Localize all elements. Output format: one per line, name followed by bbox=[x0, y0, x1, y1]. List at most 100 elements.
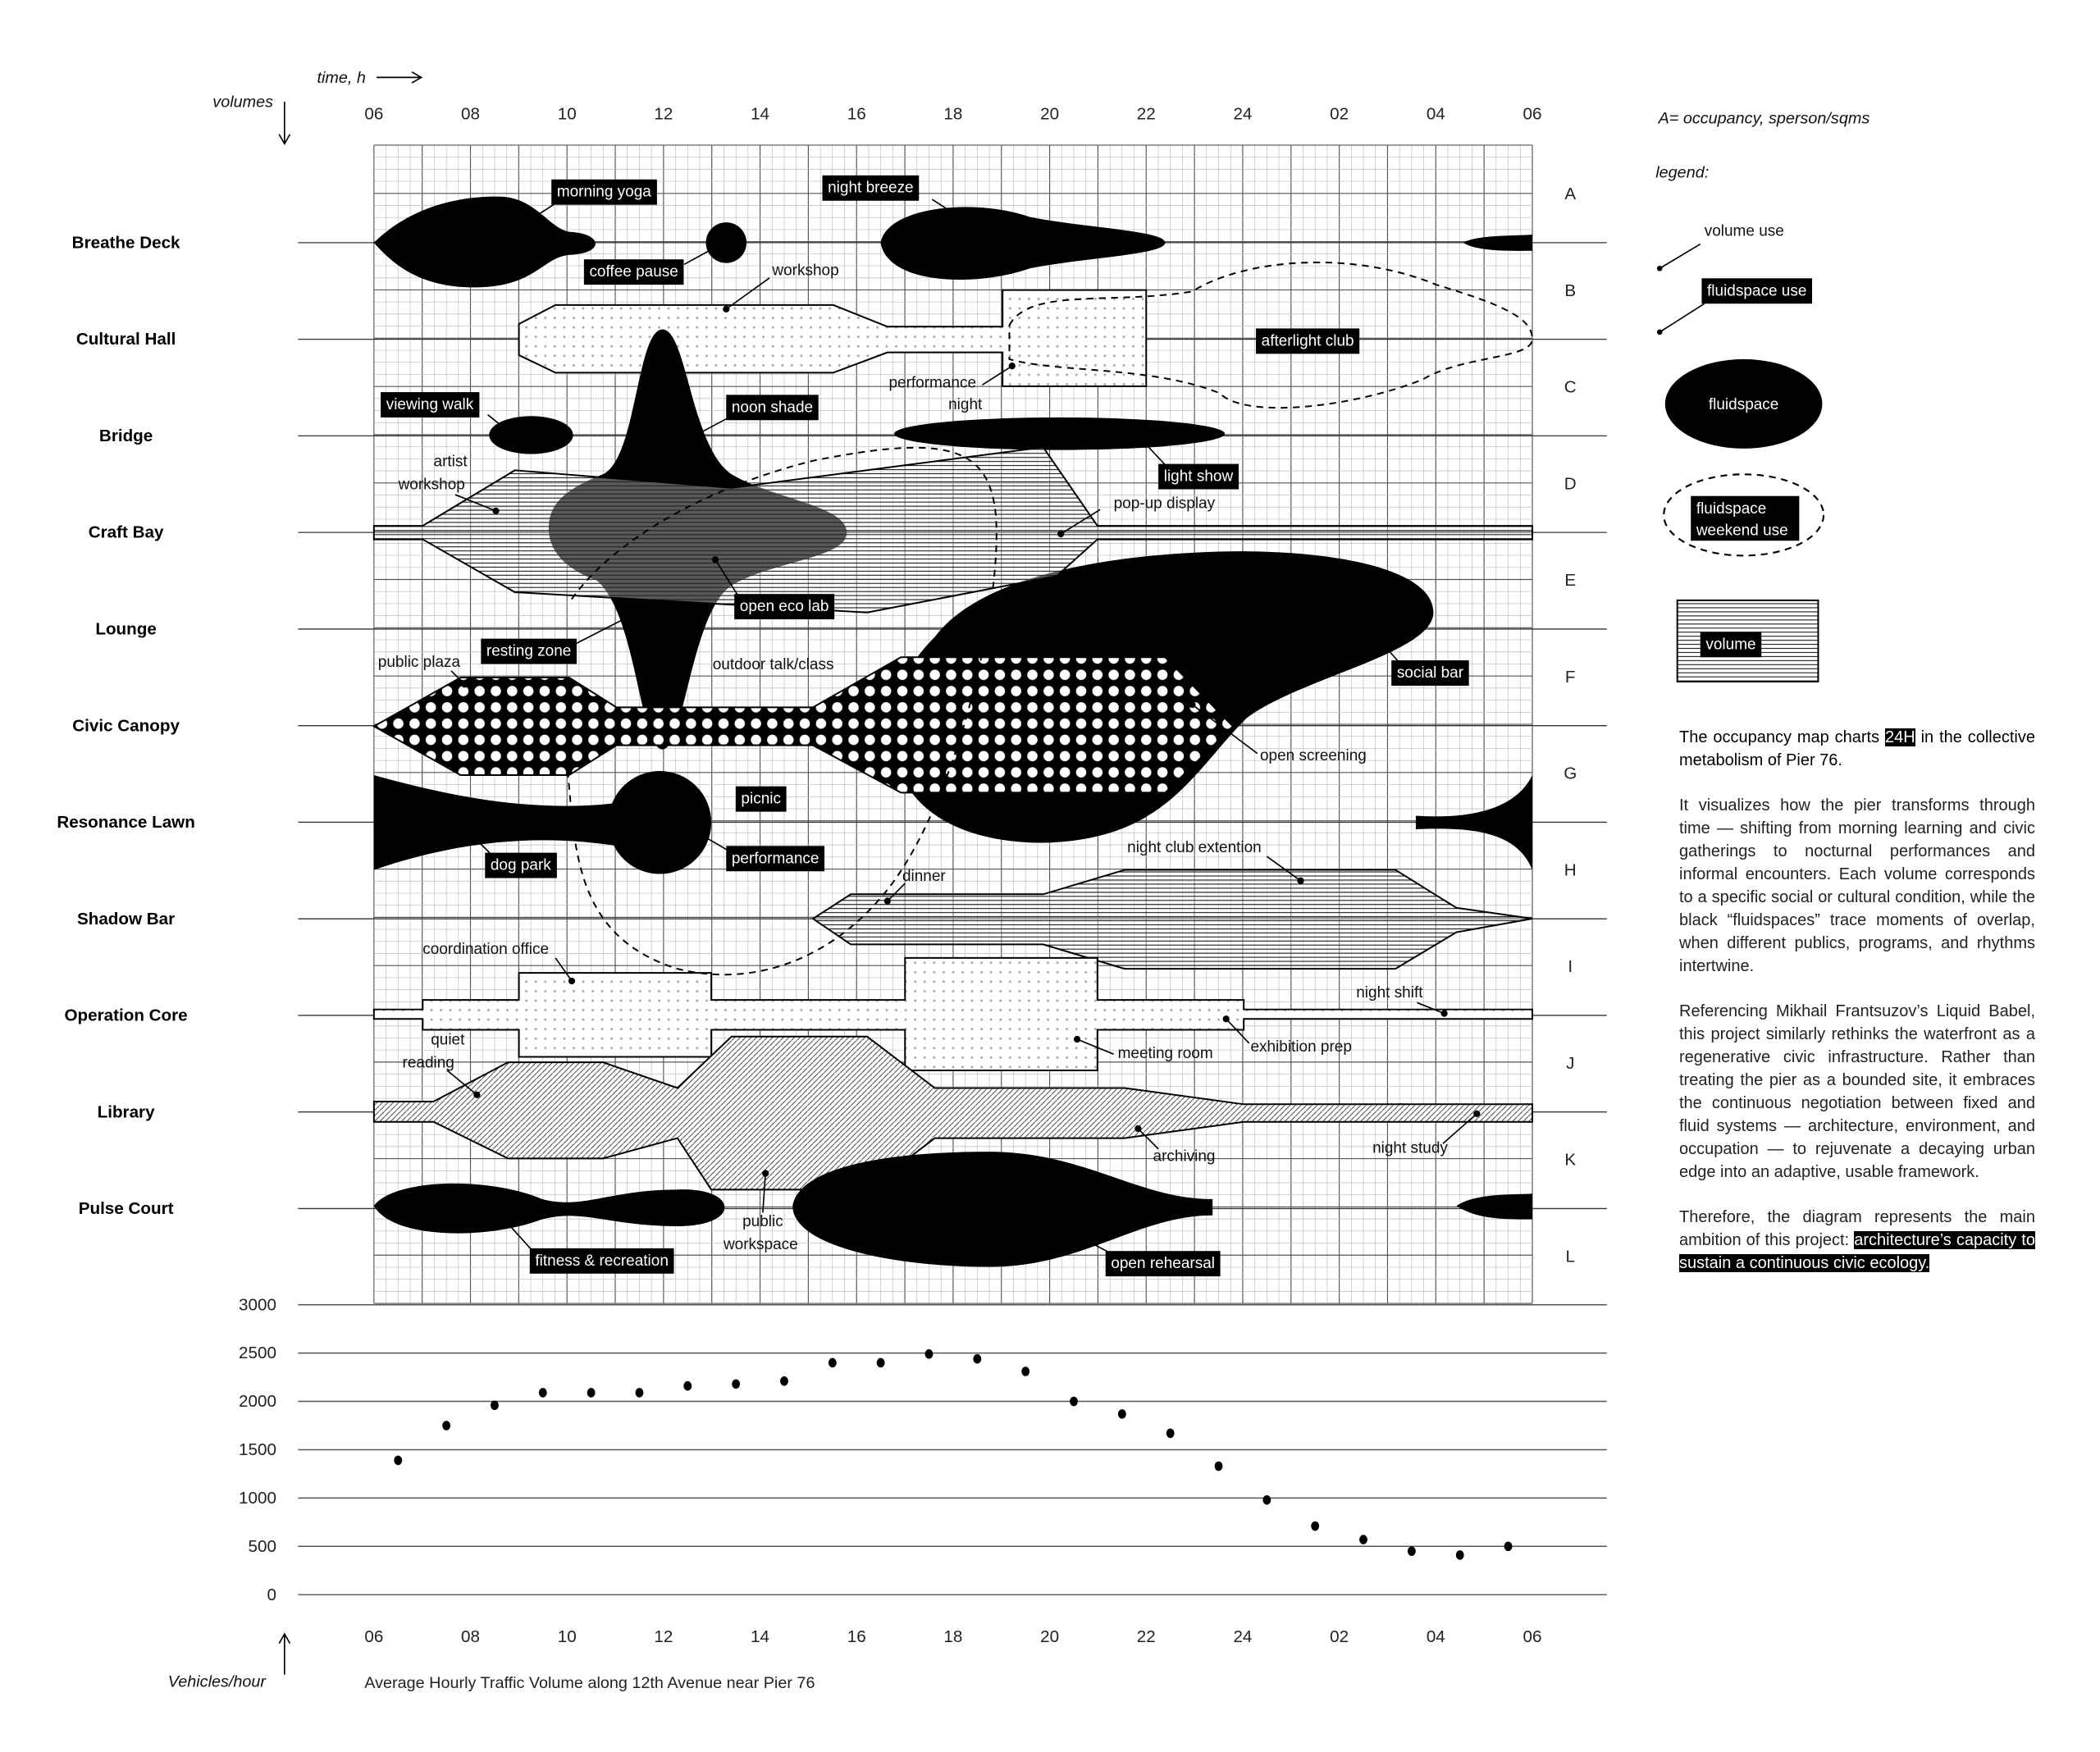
x-tick-label: 24 bbox=[1233, 1627, 1252, 1646]
hour-tick-label: 06 bbox=[1522, 105, 1541, 124]
traffic-point bbox=[1117, 1409, 1126, 1419]
label-quiet-reading-2: reading bbox=[403, 1055, 454, 1072]
hour-tick-label: 22 bbox=[1137, 105, 1156, 124]
operation-core-volume bbox=[372, 956, 1533, 1071]
traffic-point bbox=[394, 1455, 403, 1466]
traffic-point bbox=[635, 1388, 644, 1398]
traffic-point bbox=[538, 1388, 547, 1398]
y-tick-label: 1500 bbox=[239, 1440, 276, 1459]
occupancy-note: A= occupancy, sperson/sqms bbox=[1658, 110, 1870, 128]
label-box bbox=[734, 594, 835, 620]
description-panel: The occupancy map charts 24H in the coll… bbox=[1679, 726, 2035, 1297]
hour-tick-label: 08 bbox=[461, 105, 480, 124]
volume-name: Bridge bbox=[99, 427, 153, 445]
x-tick-label: 04 bbox=[1427, 1627, 1445, 1646]
label-coordination-office: coordination office bbox=[422, 941, 549, 958]
y-tick-label: 2000 bbox=[239, 1392, 276, 1411]
label-box bbox=[1158, 463, 1239, 490]
label-box bbox=[381, 392, 480, 417]
intro-text: The occupancy map charts bbox=[1679, 728, 1885, 746]
label-fitness-recreation: fitness & recreation bbox=[535, 1252, 669, 1270]
library-volume bbox=[372, 1035, 1533, 1191]
y-tick-label: 0 bbox=[267, 1585, 276, 1604]
conclusion-text: Therefore, the diagram represents the ma… bbox=[1679, 1208, 2035, 1249]
traffic-point bbox=[1214, 1461, 1223, 1471]
label-light-show: light show bbox=[1164, 468, 1234, 486]
label-box bbox=[1701, 278, 1813, 304]
label-morning-yoga: morning yoga bbox=[557, 184, 651, 201]
intro-text-end: in the collective metabolism of Pier 76. bbox=[1679, 728, 2035, 769]
hour-labels-top: 06 08 10 12 14 16 18 20 22 24 02 04 06 bbox=[364, 105, 1541, 124]
description-p4: Therefore, the diagram represents the ma… bbox=[1679, 1206, 2035, 1275]
resonance-lawn-night-fluidspace bbox=[1415, 774, 1532, 870]
dog-park-fluidspace bbox=[373, 774, 623, 870]
label-picnic: picnic bbox=[741, 791, 781, 808]
label-outdoor-talk: outdoor talk/class bbox=[713, 656, 834, 673]
legend-fluidspace: fluidspace bbox=[1709, 396, 1779, 413]
traffic-point bbox=[490, 1400, 499, 1411]
y-tick-label: 2500 bbox=[239, 1344, 276, 1362]
label-quiet-reading-1: quiet bbox=[431, 1032, 465, 1049]
occupancy-letter: D bbox=[1564, 474, 1577, 493]
traffic-point bbox=[1407, 1546, 1416, 1556]
label-box bbox=[481, 638, 577, 664]
y-tick-label: 1000 bbox=[239, 1489, 276, 1508]
volume-name: Pulse Court bbox=[79, 1199, 174, 1218]
hour-tick-label: 14 bbox=[751, 105, 769, 124]
traffic-point bbox=[1455, 1550, 1464, 1560]
y-tick-label: 3000 bbox=[239, 1295, 276, 1314]
label-dinner: dinner bbox=[902, 868, 946, 885]
legend-weekend-swatch bbox=[1663, 473, 1825, 557]
x-tick-label: 10 bbox=[558, 1627, 577, 1646]
volumes-axis-label: volumes bbox=[212, 94, 273, 112]
legend-weekend-1: fluidspace bbox=[1696, 500, 1767, 518]
occupancy-letter: I bbox=[1568, 957, 1573, 976]
traffic-point bbox=[924, 1349, 934, 1359]
label-exhibition-prep: exhibition prep bbox=[1250, 1038, 1351, 1056]
occupancy-letter: H bbox=[1564, 860, 1577, 879]
label-box bbox=[1391, 660, 1469, 686]
hour-tick-label: 10 bbox=[558, 105, 577, 124]
hour-tick-label: 06 bbox=[364, 105, 383, 124]
label-night-shift: night shift bbox=[1356, 984, 1423, 1001]
label-box bbox=[1105, 1251, 1221, 1277]
hour-tick-label: 12 bbox=[654, 105, 673, 124]
legend-volume-use: volume use bbox=[1705, 223, 1784, 240]
legend-fluidspace-use: fluidspace use bbox=[1707, 282, 1806, 299]
light-show-fluidspace bbox=[894, 417, 1226, 450]
label-public-workspace-2: workspace bbox=[723, 1236, 798, 1253]
description-p2: It visualizes how the pier transforms th… bbox=[1679, 796, 2035, 975]
x-tick-label: 22 bbox=[1137, 1627, 1156, 1646]
x-tick-label: 20 bbox=[1040, 1627, 1059, 1646]
volume-name: Library bbox=[98, 1102, 155, 1121]
label-afterlight-club: afterlight club bbox=[1262, 332, 1354, 349]
hour-tick-label: 18 bbox=[943, 105, 962, 124]
label-viewing-walk: viewing walk bbox=[386, 396, 474, 413]
x-tick-label: 06 bbox=[364, 1627, 383, 1646]
label-open-rehearsal: open rehearsal bbox=[1111, 1255, 1215, 1272]
label-public-workspace-1: public bbox=[742, 1213, 783, 1230]
description-p3: Referencing Mikhail Frantsuzov’s Liquid … bbox=[1679, 1002, 2035, 1181]
x-tick-label: 18 bbox=[943, 1627, 962, 1646]
traffic-point bbox=[780, 1376, 788, 1386]
label-open-eco-lab: open eco lab bbox=[740, 598, 829, 615]
vehicles-arrow-up-icon bbox=[278, 1632, 291, 1675]
legend-title: legend: bbox=[1655, 164, 1709, 182]
traffic-point bbox=[1070, 1396, 1078, 1407]
occupancy-letter: E bbox=[1564, 571, 1576, 590]
volume-name: Resonance Lawn bbox=[57, 813, 195, 832]
traffic-point bbox=[828, 1357, 837, 1368]
label-night-club-extention: night club extention bbox=[1127, 839, 1262, 856]
occupancy-letter: L bbox=[1565, 1247, 1574, 1266]
shadow-bar-volume bbox=[811, 869, 1533, 970]
hour-tick-label: 16 bbox=[847, 105, 866, 124]
description-intro: The occupancy map charts 24H in the coll… bbox=[1679, 726, 2035, 772]
traffic-point bbox=[1021, 1366, 1030, 1376]
label-performance-night-2: night bbox=[948, 396, 983, 413]
label-public-plaza: public plaza bbox=[378, 654, 461, 671]
legend-weekend-2: weekend use bbox=[1696, 522, 1788, 540]
breathe-deck-night-fluidspace bbox=[1463, 234, 1532, 251]
hour-tick-label: 04 bbox=[1427, 105, 1445, 124]
volume-name: Breathe Deck bbox=[72, 233, 180, 252]
label-noon-shade: noon shade bbox=[732, 399, 813, 416]
